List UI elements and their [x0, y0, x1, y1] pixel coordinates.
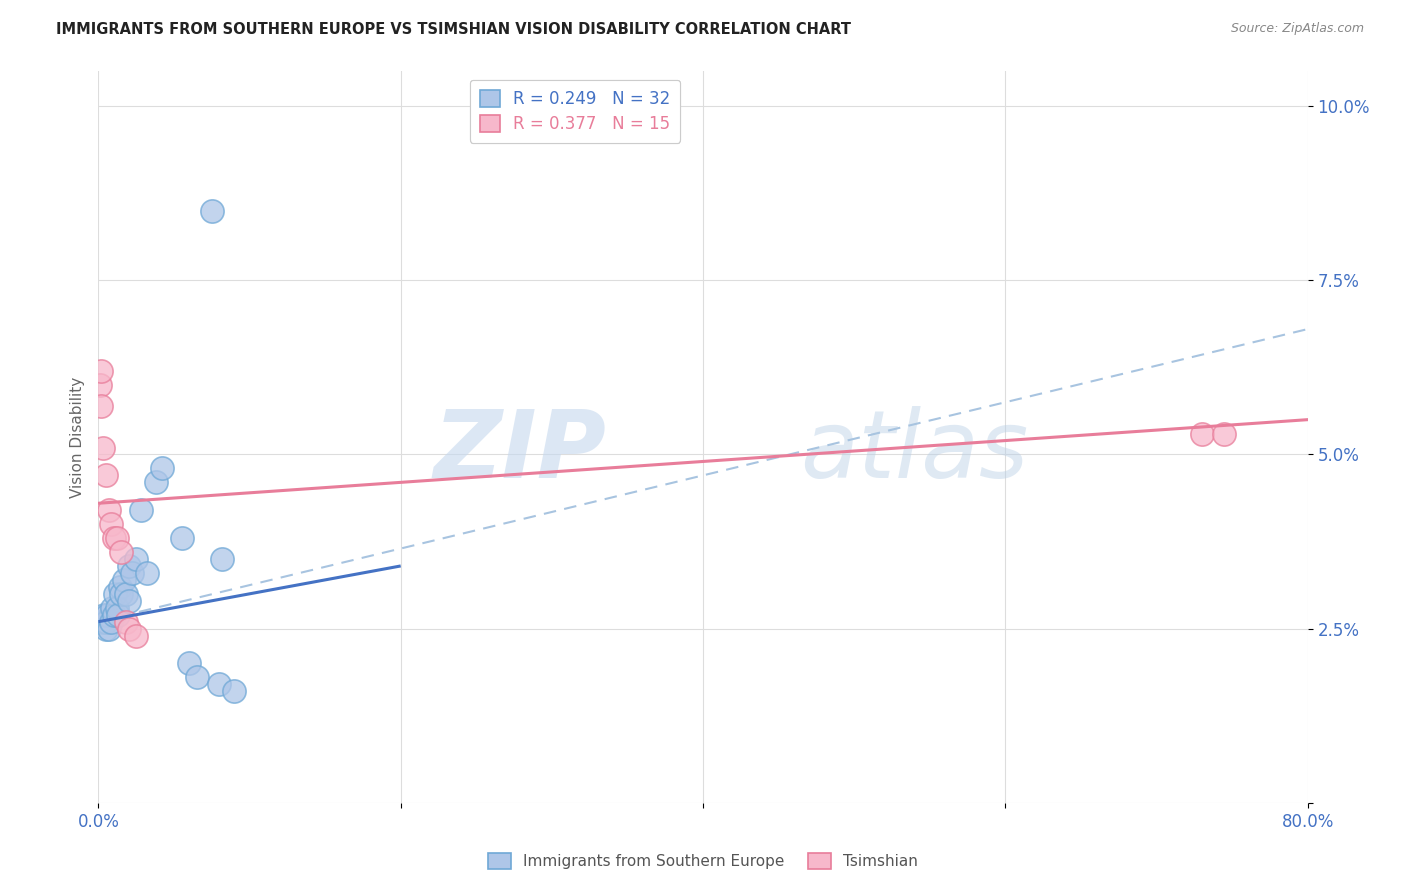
Point	[112, 573, 135, 587]
Point	[107, 607, 129, 622]
Y-axis label: Vision Disability: Vision Disability	[69, 376, 84, 498]
Point	[91, 615, 114, 629]
Point	[94, 622, 117, 636]
Point	[90, 364, 112, 378]
Point	[170, 531, 193, 545]
Point	[96, 607, 118, 622]
Point	[105, 600, 128, 615]
Point	[114, 615, 136, 629]
Point	[129, 503, 152, 517]
Point	[104, 587, 127, 601]
Point	[108, 580, 131, 594]
Point	[89, 377, 111, 392]
Text: atlas: atlas	[800, 406, 1028, 497]
Point	[118, 558, 141, 573]
Point	[121, 566, 143, 580]
Point	[93, 607, 115, 622]
Point	[110, 587, 132, 601]
Point	[201, 203, 224, 218]
Point	[224, 684, 246, 698]
Point	[91, 441, 114, 455]
Point	[101, 600, 124, 615]
Point	[103, 607, 125, 622]
Point	[145, 475, 167, 490]
Point	[118, 622, 141, 636]
Text: IMMIGRANTS FROM SOUTHERN EUROPE VS TSIMSHIAN VISION DISABILITY CORRELATION CHART: IMMIGRANTS FROM SOUTHERN EUROPE VS TSIMS…	[56, 22, 851, 37]
Point	[90, 615, 112, 629]
Point	[1213, 426, 1236, 441]
Text: ZIP: ZIP	[433, 406, 606, 498]
Point	[90, 399, 112, 413]
Point	[110, 545, 132, 559]
Point	[94, 468, 117, 483]
Point	[118, 594, 141, 608]
Text: Source: ZipAtlas.com: Source: ZipAtlas.com	[1230, 22, 1364, 36]
Point	[186, 670, 208, 684]
Point	[100, 615, 122, 629]
Point	[179, 657, 201, 671]
Point	[100, 517, 122, 532]
Point	[114, 587, 136, 601]
Legend: R = 0.249   N = 32, R = 0.377   N = 15: R = 0.249 N = 32, R = 0.377 N = 15	[470, 79, 681, 143]
Point	[125, 552, 148, 566]
Point	[105, 531, 128, 545]
Legend: Immigrants from Southern Europe, Tsimshian: Immigrants from Southern Europe, Tsimshi…	[482, 847, 924, 875]
Point	[103, 531, 125, 545]
Point	[150, 461, 173, 475]
Point	[1191, 426, 1213, 441]
Point	[208, 677, 231, 691]
Point	[98, 622, 121, 636]
Point	[135, 566, 157, 580]
Point	[98, 503, 121, 517]
Point	[211, 552, 233, 566]
Point	[94, 615, 117, 629]
Point	[125, 629, 148, 643]
